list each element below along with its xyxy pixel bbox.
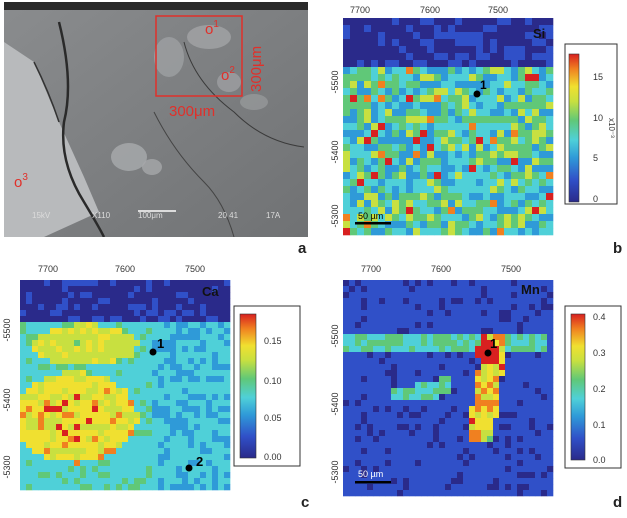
svg-text:0: 0 [593, 194, 598, 204]
svg-text:15: 15 [593, 72, 603, 82]
svg-text:0.10: 0.10 [264, 376, 282, 386]
svg-text:-5500: -5500 [330, 324, 340, 347]
point-1-marker [473, 90, 481, 98]
svg-text:10: 10 [593, 113, 603, 123]
svg-text:7600: 7600 [115, 264, 135, 274]
colorbar-ticks: 15 10 5 0 [593, 72, 603, 204]
y-axis-ticks: -5500 -5400 -5300 [2, 318, 12, 478]
svg-text:7500: 7500 [185, 264, 205, 274]
x-axis-ticks: 7700 7600 7500 [361, 264, 521, 274]
svg-text:20 41: 20 41 [218, 211, 239, 220]
scalebar-label: 50 µm [358, 469, 383, 479]
svg-text:0.00: 0.00 [264, 452, 282, 462]
svg-text:100μm: 100μm [138, 211, 163, 220]
panel-d: 7700 7600 7500 -5500 -5400 -5300 Mn 1 50… [325, 262, 627, 513]
point-o1-label: o1 [205, 19, 219, 38]
sem-image: o1 o2 o3 300μm 300μm 15kV X110 100μm 20 … [4, 2, 308, 238]
panel-c: 7700 7600 7500 -5500 -5400 -5300 Ca 1 2 … [0, 262, 310, 513]
svg-text:X110: X110 [92, 211, 111, 220]
svg-text:7600: 7600 [420, 5, 440, 15]
scalebar-label: 50 µm [358, 211, 383, 221]
svg-text:17A: 17A [266, 211, 281, 220]
ca-heatmap [20, 280, 231, 491]
panel-letter-b: b [613, 240, 623, 257]
svg-text:-5400: -5400 [330, 392, 340, 415]
svg-text:0.4: 0.4 [593, 312, 606, 322]
y-axis-ticks: -5500 -5400 -5300 [330, 70, 340, 227]
point-1-label: 1 [490, 336, 497, 351]
scan-width-label: 300μm [169, 103, 215, 120]
panel-letter-c: c [301, 494, 310, 511]
y-axis-ticks: -5500 -5400 -5300 [330, 324, 340, 483]
point-o3-label: o3 [14, 172, 28, 191]
element-label: Si [533, 26, 545, 41]
svg-text:15kV: 15kV [32, 211, 51, 220]
svg-text:-5400: -5400 [330, 140, 340, 163]
si-heatmap [343, 18, 554, 236]
svg-text:-5400: -5400 [2, 388, 12, 411]
point-1-label: 1 [480, 78, 487, 92]
point-1-marker [484, 349, 492, 357]
svg-text:7700: 7700 [38, 264, 58, 274]
point-2-label: 2 [196, 454, 203, 469]
panel-letter-a: a [298, 240, 307, 257]
svg-text:-5300: -5300 [330, 460, 340, 483]
svg-text:7500: 7500 [488, 5, 508, 15]
svg-text:5: 5 [593, 153, 598, 163]
svg-text:-5300: -5300 [2, 455, 12, 478]
colorbar [239, 313, 257, 459]
point-1-marker [149, 348, 157, 356]
mn-heatmap [343, 280, 554, 497]
scalebar [355, 481, 391, 484]
svg-text:0.05: 0.05 [264, 413, 282, 423]
scalebar [355, 222, 391, 225]
scan-height-label: 300μm [248, 46, 265, 92]
colorbar-unit: x10⁻³ [607, 118, 616, 138]
svg-text:-5500: -5500 [330, 70, 340, 93]
svg-text:0.2: 0.2 [593, 384, 606, 394]
panel-a: o1 o2 o3 300μm 300μm 15kV X110 100μm 20 … [4, 2, 308, 238]
panel-b: 7700 7600 7500 -5500 -5400 -5300 Si 1 50… [325, 0, 627, 260]
colorbar-ticks: 0.15 0.10 0.05 0.00 [264, 336, 282, 462]
svg-text:-5300: -5300 [330, 204, 340, 227]
svg-text:7700: 7700 [361, 264, 381, 274]
svg-text:0.3: 0.3 [593, 348, 606, 358]
svg-text:7700: 7700 [350, 5, 370, 15]
svg-text:0.15: 0.15 [264, 336, 282, 346]
point-o2-label: o2 [221, 65, 235, 84]
element-label: Ca [202, 284, 219, 299]
point-2-marker [185, 464, 193, 472]
svg-text:-5500: -5500 [2, 318, 12, 341]
scan-area-box [155, 15, 243, 97]
svg-text:7500: 7500 [501, 264, 521, 274]
panel-letter-d: d [613, 494, 623, 511]
svg-text:7600: 7600 [431, 264, 451, 274]
svg-text:0.1: 0.1 [593, 420, 606, 430]
x-axis-ticks: 7700 7600 7500 [38, 264, 205, 274]
point-1-label: 1 [157, 336, 164, 351]
x-axis-ticks: 7700 7600 7500 [350, 5, 508, 15]
svg-text:0.0: 0.0 [593, 455, 606, 465]
colorbar-ticks: 0.4 0.3 0.2 0.1 0.0 [593, 312, 606, 465]
sem-info-bar: 15kV X110 100μm 20 41 17A [32, 210, 281, 220]
colorbar [568, 53, 580, 203]
element-label: Mn [521, 282, 540, 297]
colorbar [570, 313, 586, 461]
